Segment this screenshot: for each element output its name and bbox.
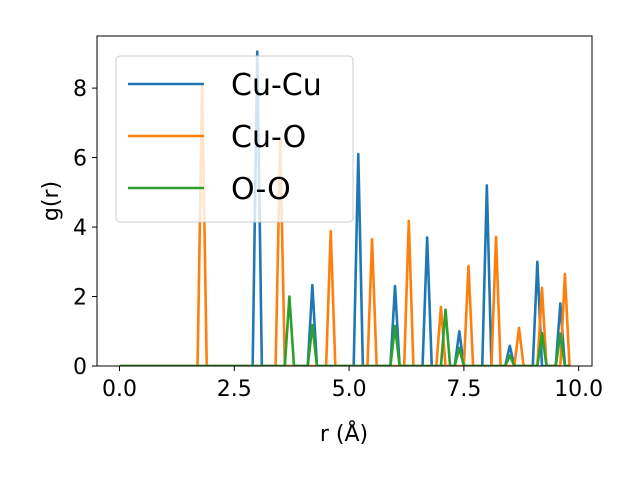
y-tick-label: 8	[73, 77, 87, 102]
y-axis: 0 2 4 6 8	[73, 77, 97, 380]
legend: Cu-Cu Cu-O O-O	[115, 55, 354, 223]
x-tick-label: 10.0	[554, 377, 603, 402]
x-tick-label: 0.0	[102, 377, 137, 402]
y-axis-label: g(r)	[39, 181, 64, 221]
y-tick-label: 6	[73, 147, 87, 172]
legend-box	[115, 55, 354, 223]
x-axis: 0.0 2.5 5.0 7.5 10.0	[102, 366, 603, 402]
legend-label: Cu-Cu	[231, 68, 322, 103]
x-tick-label: 7.5	[446, 377, 481, 402]
plot-frame	[96, 35, 593, 367]
y-tick-label: 4	[73, 216, 87, 241]
legend-label: Cu-O	[231, 120, 306, 155]
series-line-cu-cu	[119, 50, 570, 366]
y-tick-label: 2	[73, 286, 87, 311]
x-tick-label: 2.5	[217, 377, 252, 402]
series-line-cu-o	[119, 83, 571, 366]
x-axis-label: r (Å)	[320, 420, 368, 447]
series-layer	[119, 50, 571, 366]
legend-label: O-O	[231, 172, 291, 207]
x-tick-label: 5.0	[332, 377, 367, 402]
y-tick-label: 0	[73, 355, 87, 380]
series-line-o-o	[119, 295, 570, 366]
